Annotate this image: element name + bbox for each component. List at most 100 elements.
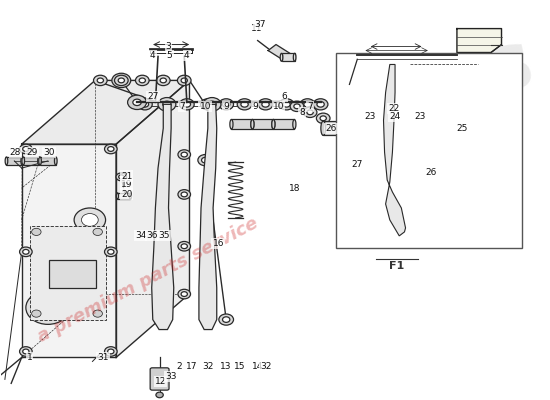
Circle shape [294, 104, 300, 109]
Ellipse shape [484, 59, 488, 70]
Circle shape [219, 99, 234, 110]
Polygon shape [152, 104, 174, 330]
Bar [7, 157, 22, 165]
Circle shape [413, 172, 427, 184]
Polygon shape [268, 44, 292, 60]
Text: 20: 20 [121, 190, 132, 198]
Circle shape [314, 99, 328, 110]
Circle shape [203, 98, 221, 111]
Circle shape [118, 78, 124, 83]
Circle shape [23, 349, 29, 354]
Circle shape [303, 107, 317, 118]
Circle shape [86, 262, 94, 267]
Circle shape [223, 317, 230, 322]
Circle shape [35, 298, 61, 318]
Circle shape [108, 146, 114, 151]
Circle shape [304, 102, 311, 107]
Circle shape [178, 190, 190, 199]
Circle shape [156, 392, 163, 398]
Circle shape [97, 78, 103, 83]
Ellipse shape [129, 193, 131, 199]
Circle shape [320, 116, 326, 121]
Text: 29: 29 [26, 148, 38, 157]
Text: 9: 9 [252, 102, 258, 111]
Circle shape [86, 280, 94, 286]
Text: 27: 27 [351, 160, 363, 169]
Ellipse shape [293, 120, 296, 129]
Bar [465, 59, 486, 70]
Circle shape [20, 144, 32, 154]
Circle shape [158, 99, 173, 110]
Circle shape [317, 102, 324, 107]
Circle shape [279, 99, 294, 110]
Circle shape [223, 102, 230, 107]
Text: 3: 3 [166, 42, 172, 51]
Circle shape [300, 99, 315, 110]
Text: 12: 12 [155, 377, 166, 386]
Text: 21: 21 [121, 172, 132, 180]
Circle shape [204, 102, 212, 107]
Circle shape [108, 349, 114, 354]
Text: 17: 17 [186, 362, 198, 371]
Circle shape [463, 59, 477, 70]
Text: 33: 33 [166, 372, 177, 381]
Text: 34: 34 [135, 231, 146, 240]
Text: F1: F1 [389, 260, 404, 270]
Circle shape [403, 59, 416, 70]
Text: 15: 15 [234, 362, 245, 371]
Bar [323, 121, 349, 136]
Text: 18: 18 [289, 184, 300, 192]
Bar [40, 157, 56, 165]
Ellipse shape [5, 157, 8, 165]
Circle shape [438, 62, 445, 67]
Text: 37: 37 [255, 20, 266, 29]
Text: 7: 7 [179, 102, 184, 111]
Text: 4: 4 [150, 51, 156, 60]
Ellipse shape [54, 157, 57, 165]
Circle shape [181, 192, 188, 197]
Circle shape [23, 146, 29, 151]
Circle shape [283, 102, 290, 107]
Circle shape [74, 208, 106, 232]
Ellipse shape [321, 121, 326, 136]
Ellipse shape [251, 120, 254, 129]
Circle shape [466, 62, 474, 67]
Text: 14: 14 [252, 362, 263, 371]
Circle shape [93, 228, 102, 236]
Text: 27: 27 [147, 92, 158, 101]
Text: 31: 31 [97, 353, 109, 362]
Bar [273, 120, 294, 129]
Circle shape [52, 280, 59, 286]
Circle shape [160, 78, 167, 83]
Circle shape [237, 99, 252, 110]
Circle shape [415, 172, 421, 176]
Bar [117, 193, 130, 199]
Bar [252, 120, 273, 129]
Text: 35: 35 [158, 231, 170, 240]
Text: a premium parts service: a premium parts service [34, 214, 261, 346]
Circle shape [23, 250, 29, 254]
Ellipse shape [22, 157, 25, 165]
Text: 30: 30 [43, 148, 54, 157]
Circle shape [419, 59, 432, 70]
Circle shape [128, 95, 146, 110]
Circle shape [181, 244, 188, 249]
Bar [23, 157, 39, 165]
Polygon shape [21, 80, 190, 144]
Text: 16: 16 [213, 239, 224, 248]
Circle shape [158, 98, 176, 111]
Text: 23: 23 [365, 112, 376, 121]
Bar [30, 226, 106, 320]
Circle shape [141, 102, 148, 107]
Circle shape [198, 154, 212, 166]
Circle shape [382, 58, 399, 71]
Circle shape [133, 99, 141, 106]
Text: 10: 10 [273, 102, 284, 111]
Circle shape [156, 75, 170, 86]
FancyBboxPatch shape [336, 52, 522, 248]
Circle shape [32, 228, 41, 236]
Text: 13: 13 [221, 362, 232, 371]
Text: 4: 4 [184, 51, 190, 60]
Ellipse shape [293, 53, 296, 61]
Text: 9: 9 [223, 102, 229, 111]
